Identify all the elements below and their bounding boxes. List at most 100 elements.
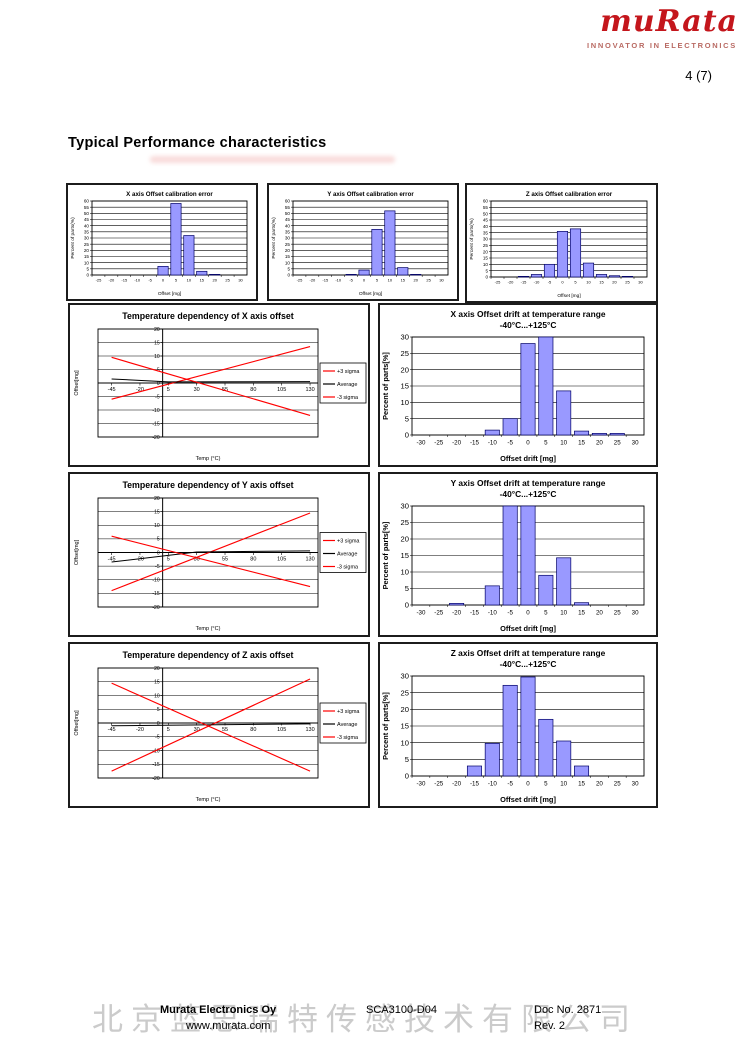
svg-text:Percent of parts(%): Percent of parts(%) [70,217,76,259]
svg-text:30: 30 [194,727,200,733]
svg-text:-15: -15 [470,781,480,788]
svg-text:15: 15 [483,256,489,261]
svg-text:20: 20 [401,535,409,544]
svg-text:105: 105 [277,727,286,733]
chart-panel-x-offset-drift: X axis Offset drift at temperature range… [378,303,658,467]
svg-text:5: 5 [157,367,160,373]
svg-text:20: 20 [596,781,603,788]
chart-z-offset-calibration-error: Z axis Offset calibration error051015202… [469,191,648,299]
svg-text:-25: -25 [495,280,502,285]
svg-text:Offset drift [mg]: Offset drift [mg] [500,454,556,463]
svg-text:Z axis Offset calibration erro: Z axis Offset calibration error [526,191,613,198]
svg-text:-20: -20 [152,776,159,782]
svg-text:Temp (°C): Temp (°C) [196,626,221,632]
svg-text:130: 130 [305,727,314,733]
scan-artifact-smudge [150,156,395,163]
svg-text:-5: -5 [155,735,160,741]
svg-text:30: 30 [194,387,200,393]
svg-text:10: 10 [187,278,192,283]
svg-text:25: 25 [225,278,230,283]
svg-text:15: 15 [154,509,160,515]
svg-text:35: 35 [483,230,489,235]
svg-text:-3 sigma: -3 sigma [337,565,359,571]
svg-text:-20: -20 [452,781,462,788]
svg-text:0: 0 [405,431,409,440]
svg-text:50: 50 [483,211,489,216]
svg-text:-15: -15 [121,278,128,283]
svg-text:30: 30 [238,278,243,283]
svg-text:-30: -30 [416,781,426,788]
svg-text:40: 40 [285,223,291,228]
chart-x-offset-calibration-error: X axis Offset calibration error051015202… [70,191,248,297]
svg-text:0: 0 [526,440,530,447]
chart-y-offset-calibration-error: Y axis Offset calibration error051015202… [271,191,449,297]
svg-text:30: 30 [84,236,90,241]
svg-text:45: 45 [84,217,90,222]
page-number: 4 (7) [685,68,712,83]
svg-text:-10: -10 [335,278,342,283]
svg-text:Percent of parts(%): Percent of parts(%) [271,217,277,259]
svg-text:10: 10 [84,260,90,265]
svg-text:105: 105 [277,557,286,563]
svg-text:130: 130 [305,387,314,393]
svg-text:10: 10 [388,278,393,283]
svg-text:Percent of parts[%]: Percent of parts[%] [381,352,390,420]
svg-text:5: 5 [86,266,89,271]
svg-text:0: 0 [157,381,160,387]
svg-text:15: 15 [285,254,291,259]
svg-text:0: 0 [405,772,409,781]
svg-text:-25: -25 [434,610,444,617]
svg-text:25: 25 [614,440,621,447]
svg-text:+3 sigma: +3 sigma [337,539,360,545]
svg-text:Offset drift [mg]: Offset drift [mg] [500,795,556,804]
svg-text:-10: -10 [488,781,498,788]
svg-text:10: 10 [560,440,567,447]
svg-text:-10: -10 [534,280,541,285]
svg-text:-20: -20 [108,278,115,283]
svg-text:5: 5 [167,387,170,393]
svg-text:30: 30 [632,440,639,447]
svg-text:-20: -20 [309,278,316,283]
svg-text:-10: -10 [488,610,498,617]
svg-text:10: 10 [483,262,489,267]
svg-text:10: 10 [401,568,409,577]
svg-text:-20: -20 [452,440,462,447]
svg-text:5: 5 [544,781,548,788]
svg-text:Z axis Offset drift at tempera: Z axis Offset drift at temperature range [451,648,606,658]
svg-text:Average: Average [337,382,357,388]
svg-text:30: 30 [632,610,639,617]
svg-text:Offset drift [mg]: Offset drift [mg] [500,624,556,633]
svg-text:0: 0 [526,610,530,617]
svg-text:-30: -30 [416,440,426,447]
svg-text:10: 10 [586,280,591,285]
svg-text:Offset[mg]: Offset[mg] [74,370,80,396]
svg-text:20: 20 [401,365,409,374]
svg-text:15: 15 [401,382,409,391]
svg-text:40: 40 [84,223,90,228]
svg-text:35: 35 [84,229,90,234]
svg-text:+3 sigma: +3 sigma [337,709,360,715]
svg-text:Temperature dependency of Z ax: Temperature dependency of Z axis offset [123,650,294,660]
svg-text:35: 35 [285,229,291,234]
chart-panel-z-offset-drift: Z axis Offset drift at temperature range… [378,642,658,808]
svg-text:5: 5 [175,278,178,283]
svg-text:45: 45 [483,218,489,223]
svg-text:15: 15 [401,722,409,731]
svg-text:30: 30 [638,280,643,285]
svg-text:20: 20 [154,327,160,333]
svg-text:-15: -15 [322,278,329,283]
svg-text:50: 50 [84,211,90,216]
svg-text:-20: -20 [152,435,159,441]
footer-doc-number: Doc No. 2871 [534,1004,602,1016]
svg-text:10: 10 [154,354,160,360]
svg-text:40: 40 [483,224,489,229]
svg-text:-15: -15 [470,440,480,447]
svg-text:15: 15 [200,278,205,283]
svg-text:Average: Average [337,552,357,558]
svg-text:80: 80 [250,387,256,393]
svg-text:25: 25 [401,518,409,527]
svg-text:5: 5 [157,707,160,713]
svg-text:-25: -25 [434,440,444,447]
svg-text:10: 10 [401,398,409,407]
